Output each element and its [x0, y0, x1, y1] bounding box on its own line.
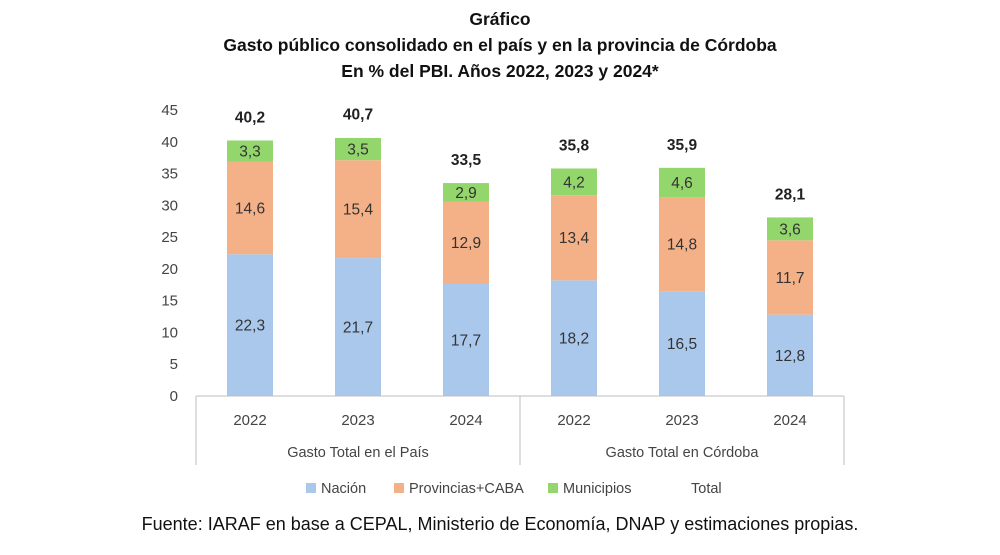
data-label-2-5: 3,6 [779, 221, 801, 238]
total-label-4: 35,9 [667, 137, 698, 154]
group-label-1: Gasto Total en Córdoba [606, 445, 760, 461]
data-label-2-2: 2,9 [455, 185, 477, 202]
x-tick-label-3: 2022 [557, 412, 590, 429]
bar-segment-provincias-caba-2 [443, 201, 489, 284]
data-label-0-1: 21,7 [343, 320, 373, 337]
legend-label-municipios: Municipios [563, 481, 632, 497]
data-label-1-4: 14,8 [667, 237, 697, 254]
x-tick-label-0: 2022 [233, 412, 266, 429]
data-label-1-1: 15,4 [343, 202, 374, 219]
data-label-1-5: 11,7 [775, 270, 804, 287]
total-label-3: 35,8 [559, 137, 590, 154]
bar-segment-naci-n-4 [659, 291, 705, 396]
bar-segment-naci-n-3 [551, 280, 597, 396]
total-label-0: 40,2 [235, 110, 265, 127]
total-label-2: 33,5 [451, 152, 482, 169]
x-tick-label-5: 2024 [773, 412, 806, 429]
data-label-2-4: 4,6 [671, 175, 693, 192]
bar-segment-provincias-caba-5 [767, 240, 813, 315]
data-label-0-0: 22,3 [235, 318, 265, 335]
source-note: Fuente: IARAF en base a CEPAL, Ministeri… [141, 514, 859, 534]
legend-swatch-municipios [548, 483, 558, 493]
data-label-1-0: 14,6 [235, 200, 265, 217]
y-tick-label-4: 20 [161, 261, 178, 278]
bar-segment-provincias-caba-0 [227, 161, 273, 255]
legend-swatch-provincias-caba [394, 483, 404, 493]
bar-segment-municipios-3 [551, 168, 597, 196]
data-label-0-5: 12,8 [775, 348, 805, 365]
data-label-0-3: 18,2 [559, 331, 589, 348]
stacked-bar-chart: 0 5 10 15 20 25 30 35 40 45 22,3 14,6 3,3 40,2 21,7 15,… [161, 102, 845, 497]
bar-segment-municipios-2 [443, 183, 489, 202]
y-tick-label-5: 25 [161, 229, 178, 246]
bar-segment-naci-n-5 [767, 314, 813, 396]
chart-title-line-3: En % del PBI. Años 2022, 2023 y 2024* [341, 61, 659, 81]
data-label-2-1: 3,5 [347, 142, 369, 159]
bar-segment-municipios-0 [227, 140, 273, 162]
chart-title-line-1: Gráfico [469, 9, 531, 29]
x-tick-label-1: 2023 [341, 412, 374, 429]
bar-segment-municipios-4 [659, 167, 705, 198]
data-label-0-2: 17,7 [451, 332, 481, 349]
legend-label-provincias-caba: Provincias+CABA [409, 481, 524, 497]
data-label-0-4: 16,5 [667, 336, 697, 353]
x-tick-label-2: 2024 [449, 412, 482, 429]
legend-label-naci-n: Nación [321, 481, 366, 497]
chart-title-line-2: Gasto público consolidado en el país y e… [223, 35, 777, 55]
group-label-0: Gasto Total en el País [287, 445, 429, 461]
bar-segment-municipios-5 [767, 217, 813, 241]
data-label-2-0: 3,3 [239, 143, 261, 160]
y-tick-label-9: 45 [161, 102, 178, 119]
data-label-1-3: 13,4 [559, 230, 590, 247]
chart-title-block: Gráfico Gasto público consolidado en el … [0, 6, 1000, 84]
data-label-1-2: 12,9 [451, 235, 481, 252]
y-tick-label-6: 30 [161, 197, 178, 214]
y-tick-label-3: 15 [161, 293, 178, 310]
x-tick-label-4: 2023 [665, 412, 698, 429]
y-tick-label-2: 10 [161, 324, 178, 341]
legend-label-total: Total [691, 481, 722, 497]
total-label-5: 28,1 [775, 186, 806, 203]
y-tick-label-0: 0 [170, 388, 178, 405]
y-tick-label-1: 5 [170, 356, 178, 373]
bar-segment-provincias-caba-1 [335, 160, 381, 259]
y-tick-label-8: 40 [161, 134, 178, 151]
data-label-2-3: 4,2 [563, 174, 585, 191]
bar-segment-municipios-1 [335, 137, 381, 161]
bar-segment-provincias-caba-4 [659, 197, 705, 292]
y-tick-label-7: 35 [161, 166, 178, 183]
total-label-1: 40,7 [343, 106, 373, 123]
bar-segment-naci-n-0 [227, 254, 273, 396]
bar-segment-provincias-caba-3 [551, 195, 597, 281]
legend-swatch-naci-n [306, 483, 316, 493]
bar-segment-naci-n-2 [443, 283, 489, 396]
bar-segment-naci-n-1 [335, 258, 381, 396]
